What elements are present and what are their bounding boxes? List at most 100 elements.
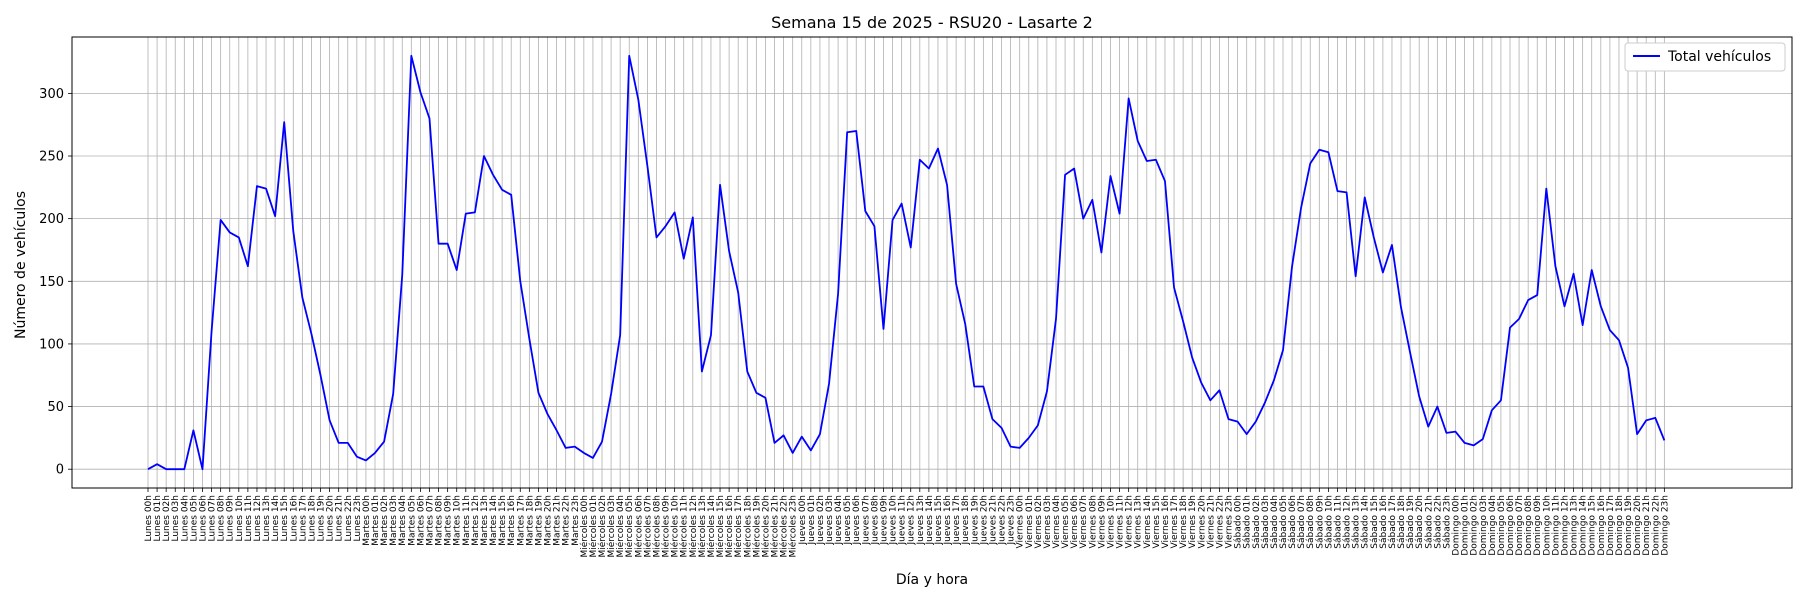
- data-point: [973, 385, 975, 387]
- x-tick-label: Lunes 16h: [289, 495, 299, 542]
- y-axis-ticks: 0 50 100 150 200 250 300: [39, 87, 72, 478]
- y-tick-label: 150: [39, 275, 64, 290]
- x-tick-label: Lunes 05h: [189, 495, 199, 542]
- data-point: [574, 445, 576, 447]
- x-tick-label: Miércoles 19h: [751, 495, 762, 558]
- x-tick-label: Lunes 21h: [335, 495, 345, 542]
- data-point: [1018, 447, 1020, 449]
- x-tick-label: Martes 17h: [516, 495, 526, 546]
- x-tick-label: Sábado 19h: [1406, 495, 1416, 549]
- x-tick-label: Sábado 20h: [1415, 495, 1425, 549]
- data-point: [637, 98, 639, 100]
- data-point: [1318, 149, 1320, 151]
- x-tick-label: Jueves 18h: [961, 495, 971, 545]
- x-tick-label: Lunes 04h: [180, 495, 190, 542]
- data-point: [964, 323, 966, 325]
- x-tick-label: Jueves 05h: [843, 495, 853, 545]
- data-point: [710, 334, 712, 336]
- x-tick-label: Miércoles 20h: [760, 495, 771, 558]
- x-tick-label: Domingo 08h: [1524, 495, 1534, 556]
- y-tick-label: 50: [47, 400, 64, 415]
- data-point: [183, 468, 185, 470]
- data-point: [1273, 379, 1275, 381]
- data-point: [1609, 329, 1611, 331]
- chart-title: Semana 15 de 2025 - RSU20 - Lasarte 2: [771, 13, 1093, 32]
- data-point: [1200, 382, 1202, 384]
- data-point: [1563, 305, 1565, 307]
- data-point: [1382, 271, 1384, 273]
- data-point: [383, 440, 385, 442]
- data-point: [810, 449, 812, 451]
- data-point: [1100, 251, 1102, 253]
- data-point: [1654, 417, 1656, 419]
- x-tick-label: Martes 14h: [489, 495, 499, 546]
- data-point: [619, 334, 621, 336]
- y-tick-label: 300: [39, 87, 64, 102]
- x-tick-label: Martes 22h: [562, 495, 572, 546]
- data-point: [392, 393, 394, 395]
- x-tick-label: Martes 16h: [507, 495, 517, 546]
- data-point: [919, 159, 921, 161]
- x-tick-label: Viernes 01h: [1025, 495, 1035, 549]
- data-point: [1491, 409, 1493, 411]
- data-point: [1536, 294, 1538, 296]
- x-tick-label: Domingo 02h: [1470, 495, 1480, 556]
- x-tick-label: Miércoles 16h: [724, 495, 735, 558]
- x-tick-label: Viernes 13h: [1134, 495, 1144, 549]
- data-point: [1364, 196, 1366, 198]
- data-point: [1600, 305, 1602, 307]
- data-point: [229, 231, 231, 233]
- data-point: [165, 468, 167, 470]
- x-tick-label: Jueves 14h: [925, 495, 935, 545]
- data-point: [837, 293, 839, 295]
- data-point: [492, 174, 494, 176]
- x-tick-label: Martes 11h: [462, 495, 472, 546]
- x-tick-label: Viernes 08h: [1088, 495, 1098, 549]
- data-point: [928, 167, 930, 169]
- data-point: [1009, 445, 1011, 447]
- x-tick-label: Lunes 07h: [208, 495, 218, 542]
- x-tick-label: Miércoles 06h: [633, 495, 644, 558]
- x-tick-label: Domingo 16h: [1597, 495, 1607, 556]
- data-point: [528, 338, 530, 340]
- x-tick-label: Lunes 06h: [198, 495, 208, 542]
- data-point: [873, 225, 875, 227]
- x-tick-label: Sábado 21h: [1424, 495, 1434, 549]
- data-point: [1645, 419, 1647, 421]
- x-tick-label: Domingo 15h: [1588, 495, 1598, 556]
- x-tick-label: Domingo 14h: [1579, 495, 1589, 556]
- data-point: [737, 291, 739, 293]
- data-point: [265, 187, 267, 189]
- data-point: [174, 468, 176, 470]
- data-point: [1618, 339, 1620, 341]
- data-point: [1118, 212, 1120, 214]
- x-tick-label: Domingo 12h: [1560, 495, 1570, 556]
- x-tick-label: Miércoles 21h: [770, 495, 781, 558]
- x-tick-label: Jueves 06h: [852, 495, 862, 545]
- data-point: [1418, 395, 1420, 397]
- data-point: [374, 452, 376, 454]
- x-tick-label: Martes 09h: [444, 495, 454, 546]
- x-tick-label: Sábado 01h: [1243, 495, 1253, 549]
- data-point: [474, 211, 476, 213]
- data-point: [419, 91, 421, 93]
- data-point: [1191, 357, 1193, 359]
- data-point: [728, 250, 730, 252]
- data-point: [1091, 199, 1093, 201]
- data-point: [646, 165, 648, 167]
- data-point: [1137, 140, 1139, 142]
- x-tick-label: Martes 04h: [398, 495, 408, 546]
- data-point: [692, 216, 694, 218]
- x-tick-label: Domingo 00h: [1452, 495, 1462, 556]
- x-tick-label: Viernes 17h: [1170, 495, 1180, 549]
- x-tick-label: Lunes 19h: [317, 495, 327, 542]
- data-point: [1591, 269, 1593, 271]
- data-point: [991, 418, 993, 420]
- data-point: [900, 202, 902, 204]
- series-layer: [147, 54, 1666, 471]
- data-point: [337, 442, 339, 444]
- x-tick-label: Jueves 15h: [934, 495, 944, 545]
- data-point: [1082, 217, 1084, 219]
- x-tick-label: Viernes 16h: [1161, 495, 1171, 549]
- data-point: [664, 225, 666, 227]
